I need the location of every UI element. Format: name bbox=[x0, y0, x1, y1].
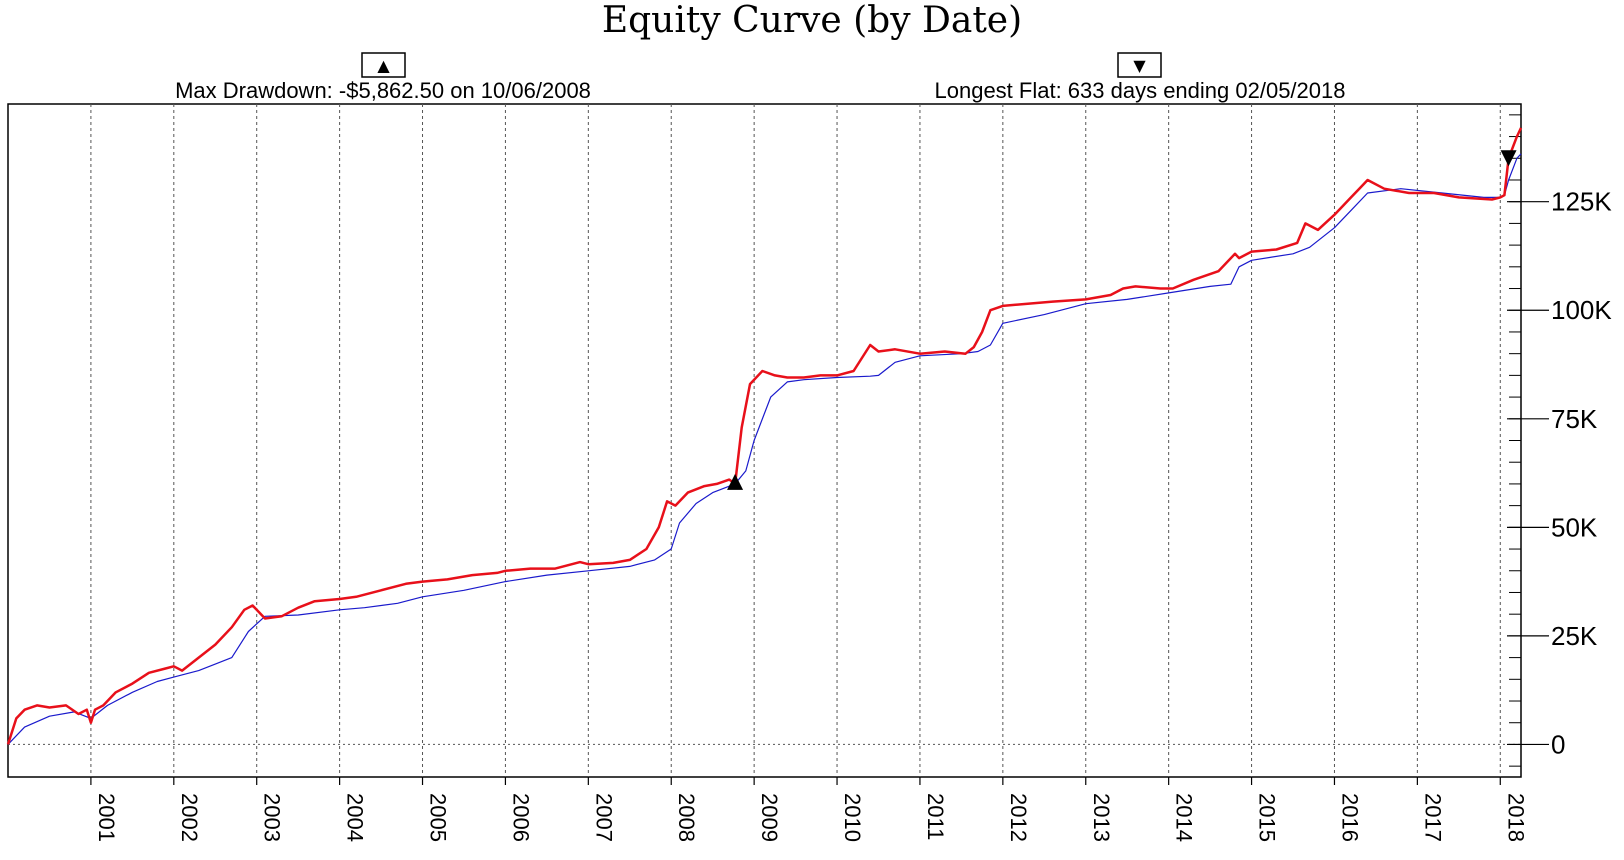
max-drawdown-toggle[interactable]: ▲ bbox=[361, 52, 406, 78]
x-tick-label: 2018 bbox=[1503, 793, 1528, 842]
longest-flat-label: Longest Flat: 633 days ending 02/05/2018 bbox=[935, 78, 1346, 103]
x-tick-label: 2011 bbox=[923, 793, 948, 840]
y-tick-label: 100K bbox=[1551, 295, 1612, 325]
max-drawdown-button[interactable] bbox=[361, 52, 406, 78]
x-tick-label: 2016 bbox=[1337, 793, 1362, 842]
longest-flat-toggle[interactable]: ▼ bbox=[1117, 52, 1162, 78]
x-tick-label: 2014 bbox=[1172, 793, 1197, 842]
y-axis: 0 25K 50K 75K 100K 125K bbox=[1507, 114, 1612, 767]
equity-line bbox=[6, 127, 1523, 745]
x-axis: 2001 2002 2003 2004 2005 2006 2007 2008 2009 2010… bbox=[90, 777, 1528, 842]
x-tick-label: 2012 bbox=[1006, 793, 1031, 842]
chart-title: Equity Curve (by Date) bbox=[602, 0, 1022, 41]
y-tick-label: 125K bbox=[1551, 187, 1612, 217]
chart-markers bbox=[727, 150, 1517, 490]
max-drawdown-marker bbox=[727, 473, 744, 490]
plot-area bbox=[7, 103, 1522, 778]
x-tick-label: 2003 bbox=[260, 793, 285, 842]
max-drawdown-label: Max Drawdown: -$5,862.50 on 10/06/2008 bbox=[175, 78, 591, 103]
x-tick-label: 2008 bbox=[674, 793, 699, 842]
x-tick-label: 2009 bbox=[757, 793, 782, 842]
y-tick-label: 75K bbox=[1551, 404, 1598, 434]
x-tick-label: 2001 bbox=[94, 793, 119, 842]
down-triangle-icon: ▼ bbox=[1133, 56, 1146, 75]
up-triangle-icon: ▲ bbox=[377, 56, 390, 75]
average-equity-line bbox=[7, 153, 1522, 745]
x-tick-label: 2005 bbox=[426, 793, 451, 842]
y-tick-label: 25K bbox=[1551, 621, 1598, 651]
longest-flat-marker bbox=[1500, 150, 1517, 167]
x-tick-label: 2015 bbox=[1255, 793, 1280, 842]
grid-lines bbox=[8, 104, 1521, 777]
x-tick-label: 2006 bbox=[508, 793, 533, 842]
x-tick-label: 2010 bbox=[840, 793, 865, 842]
x-tick-label: 2013 bbox=[1089, 793, 1114, 842]
x-tick-label: 2007 bbox=[591, 793, 616, 842]
x-tick-label: 2017 bbox=[1420, 793, 1445, 842]
x-tick-label: 2002 bbox=[177, 793, 202, 842]
series-lines bbox=[6, 127, 1523, 745]
y-tick-label: 50K bbox=[1551, 512, 1598, 542]
y-tick-label: 0 bbox=[1551, 729, 1565, 759]
x-tick-label: 2004 bbox=[343, 793, 368, 842]
longest-flat-button[interactable] bbox=[1117, 52, 1162, 78]
